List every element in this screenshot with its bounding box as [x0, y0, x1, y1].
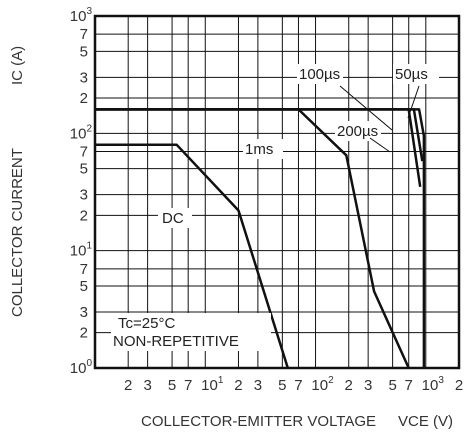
label-dc: DC	[162, 210, 184, 227]
plot-frame	[93, 14, 461, 370]
y-tick-label: 3	[80, 69, 88, 86]
y-tick-label: 103	[70, 6, 93, 25]
annotation-temperature: Tc=25°C	[118, 315, 175, 332]
x-tick-label: 7	[184, 377, 192, 394]
label-200us: 200µs	[337, 123, 378, 140]
leader-100us	[339, 85, 393, 131]
leader-50us	[407, 85, 420, 119]
y-axis-symbol: IC (A)	[9, 46, 26, 85]
x-tick-label: 101	[201, 375, 224, 394]
y-tick-label: 2	[80, 325, 88, 342]
x-tick-label: 2	[234, 377, 242, 394]
y-tick-label: 3	[80, 187, 88, 204]
x-tick-label: 7	[405, 377, 413, 394]
y-tick-label: 7	[80, 144, 88, 161]
y-tick-label: 102	[70, 123, 93, 142]
x-tick-label: 7	[294, 377, 302, 394]
y-tick-label: 3	[80, 304, 88, 321]
x-tick-label: 2	[124, 377, 132, 394]
series-line-dc	[95, 143, 289, 369]
curves	[95, 108, 426, 369]
x-tick-label: 2	[345, 377, 353, 394]
x-tick-label: 5	[388, 377, 396, 394]
y-tick-label: 101	[70, 241, 93, 260]
series-line-50us	[95, 108, 426, 368]
y-tick-label: 2	[80, 90, 88, 107]
y-tick-label: 100	[70, 358, 93, 377]
label-1ms: 1ms	[245, 141, 273, 158]
x-axis-title: COLLECTOR-EMITTER VOLTAGE	[141, 413, 376, 430]
x-tick-label: 3	[254, 377, 262, 394]
x-axis-symbol: VCE (V)	[398, 413, 453, 430]
y-tick-label: 5	[80, 278, 88, 295]
annotation-non-repetitive: NON-REPETITIVE	[113, 333, 239, 350]
label-50us: 50µs	[395, 66, 428, 83]
x-tick-label: 5	[278, 377, 286, 394]
x-tick-label: 2	[455, 377, 463, 394]
leader-200us	[369, 137, 391, 153]
x-tick-label: 103	[422, 375, 445, 394]
y-tick-label: 5	[80, 161, 88, 178]
x-tick-label: 102	[311, 375, 334, 394]
y-tick-label: 2	[80, 207, 88, 224]
curve-labels: 100µs 50µs 200µs 1ms DC Tc=25°C NON-REPE…	[111, 64, 439, 351]
y-axis-title: COLLECTOR CURRENT	[9, 148, 26, 317]
x-tick-label: 3	[143, 377, 151, 394]
x-tick-labels: 2 3 5 7 101 2 3 5 7 102 2 3 5 7 103 2	[124, 375, 463, 394]
x-tick-label: 5	[168, 377, 176, 394]
y-tick-label: 7	[80, 26, 88, 43]
y-tick-label: 5	[80, 43, 88, 60]
x-tick-label: 3	[364, 377, 372, 394]
y-tick-label: 7	[80, 261, 88, 278]
label-100us: 100µs	[299, 66, 340, 83]
